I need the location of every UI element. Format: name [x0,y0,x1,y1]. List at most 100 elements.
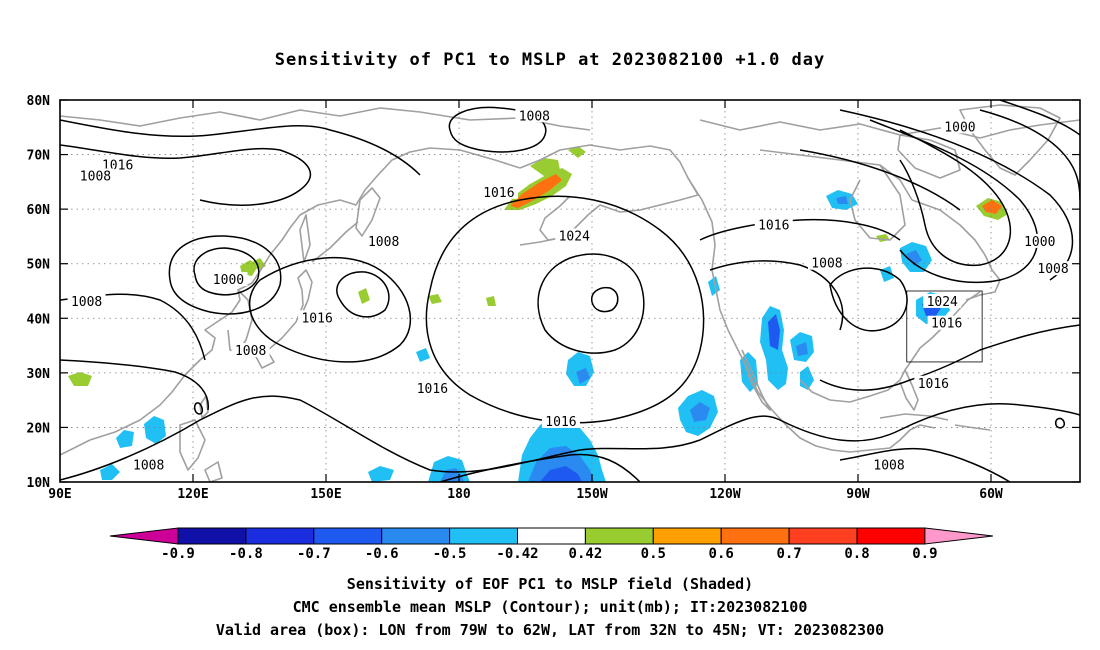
lon-label: 120E [177,487,208,502]
caption-line-1: Sensitivity of EOF PC1 to MSLP field (Sh… [346,575,754,593]
sensitivity-patch [144,416,166,444]
sensitivity-patch [576,368,590,384]
mslp-contour [709,260,844,331]
contour-label-bg [923,293,962,308]
coastline [899,369,919,411]
contour-label-bg [129,457,168,472]
sensitivity-patch [116,430,134,448]
colorbar-label: -0.6 [365,546,399,562]
coastline [179,419,206,471]
lat-label: 50N [27,258,51,273]
contour-label: 1008 [235,344,266,359]
sensitivity-patch [982,200,1002,214]
contour-label: 1024 [927,295,958,310]
coastline [879,413,949,421]
mslp-contour [439,453,641,482]
mslp-contour [60,119,421,176]
sensitivity-patch [530,158,560,176]
coastline [741,349,771,411]
sensitivity-patch [68,372,92,386]
coastline [849,164,906,241]
contour-label: 1016 [758,219,789,234]
sensitivity-patch [836,196,848,204]
colorbar-segment [584,527,654,545]
colorbar-label: 0.9 [912,546,937,562]
mslp-contour [336,271,390,318]
colorbar-segment [517,527,586,545]
coastline [959,104,1061,176]
colorbar-label: 0.42 [569,546,603,562]
coastline [227,289,253,353]
mslp-contour [193,247,260,296]
caption-line-2: CMC ensemble mean MSLP (Contour); unit(m… [292,598,808,616]
contour-label: 1016 [417,382,448,397]
contour-label-bg [298,310,337,325]
coastlines [60,104,1080,482]
lon-label: 60W [979,487,1003,502]
contour-label: 1000 [213,273,244,288]
contour-label-bg [927,315,966,330]
contour-label: 1016 [918,377,949,392]
contour-label-bg [479,184,518,199]
lon-label: 90W [846,487,870,502]
lat-label: 10N [27,476,51,491]
lat-label: 40N [27,312,51,327]
contour-label-bg [940,119,979,134]
coastline [204,461,223,482]
coastline [687,177,833,451]
lat-label: 80N [27,94,51,109]
coastline [831,424,936,453]
coastline [267,269,313,351]
contour-label: 1008 [519,109,550,124]
sensitivity-patch [690,402,710,422]
contour-label-bg [754,217,793,232]
sensitivity-shading [68,146,1008,482]
colorbar-label: -0.42 [496,546,538,562]
colorbar: -0.9 -0.8 -0.7 -0.6 -0.5 -0.42 0.42 0.5 0.6 0.7 0.… [109,527,993,562]
lon-label: 180 [447,487,471,502]
contour-label-bg [515,108,554,123]
lat-label: 60N [27,203,51,218]
mslp-contour [1054,417,1066,429]
sensitivity-patch [368,466,394,482]
coastline [311,221,359,263]
coastline [897,134,961,179]
contour-label-bg [1020,233,1059,248]
mslp-contour [537,253,645,354]
sensitivity-patch [906,250,922,266]
contour-label: 1016 [483,186,514,201]
coastline [299,214,311,263]
sensitivity-patch [568,146,586,158]
mslp-contour [699,218,901,241]
colorbar-label: -0.5 [433,546,467,562]
contour-label: 1000 [944,120,975,135]
mslp-contour [425,195,705,424]
colorbar-segment [177,527,247,545]
sensitivity-patch [416,348,430,362]
colorbar-label: -0.7 [297,546,331,562]
sensitivity-patch [876,234,890,242]
coastline [355,187,381,237]
contour-label-bg [67,293,106,308]
contour-label: 1016 [301,311,332,326]
mslp-contour [869,119,1039,284]
mslp-contour [591,286,619,313]
mslp-contour [979,109,1080,201]
sensitivity-patch [768,314,780,350]
colorbar-label: -0.9 [161,546,195,562]
lat-label: 30N [27,367,51,382]
contour-label: 1016 [545,415,576,430]
mslp-contour [829,267,908,332]
colorbar-label: 0.6 [709,546,734,562]
contour-label-bg [555,228,594,243]
contour-labels: 1008 1016 1008 1016 1024 1000 1016 1008 1000 1008… [67,108,1073,474]
coastline [60,147,521,456]
contour-label: 1008 [71,295,102,310]
contour-label: 1008 [133,459,164,474]
colorbar-segment [449,527,519,545]
lon-label: 120W [709,487,740,502]
contour-label-bg [914,375,953,390]
contour-label: 1024 [559,229,590,244]
